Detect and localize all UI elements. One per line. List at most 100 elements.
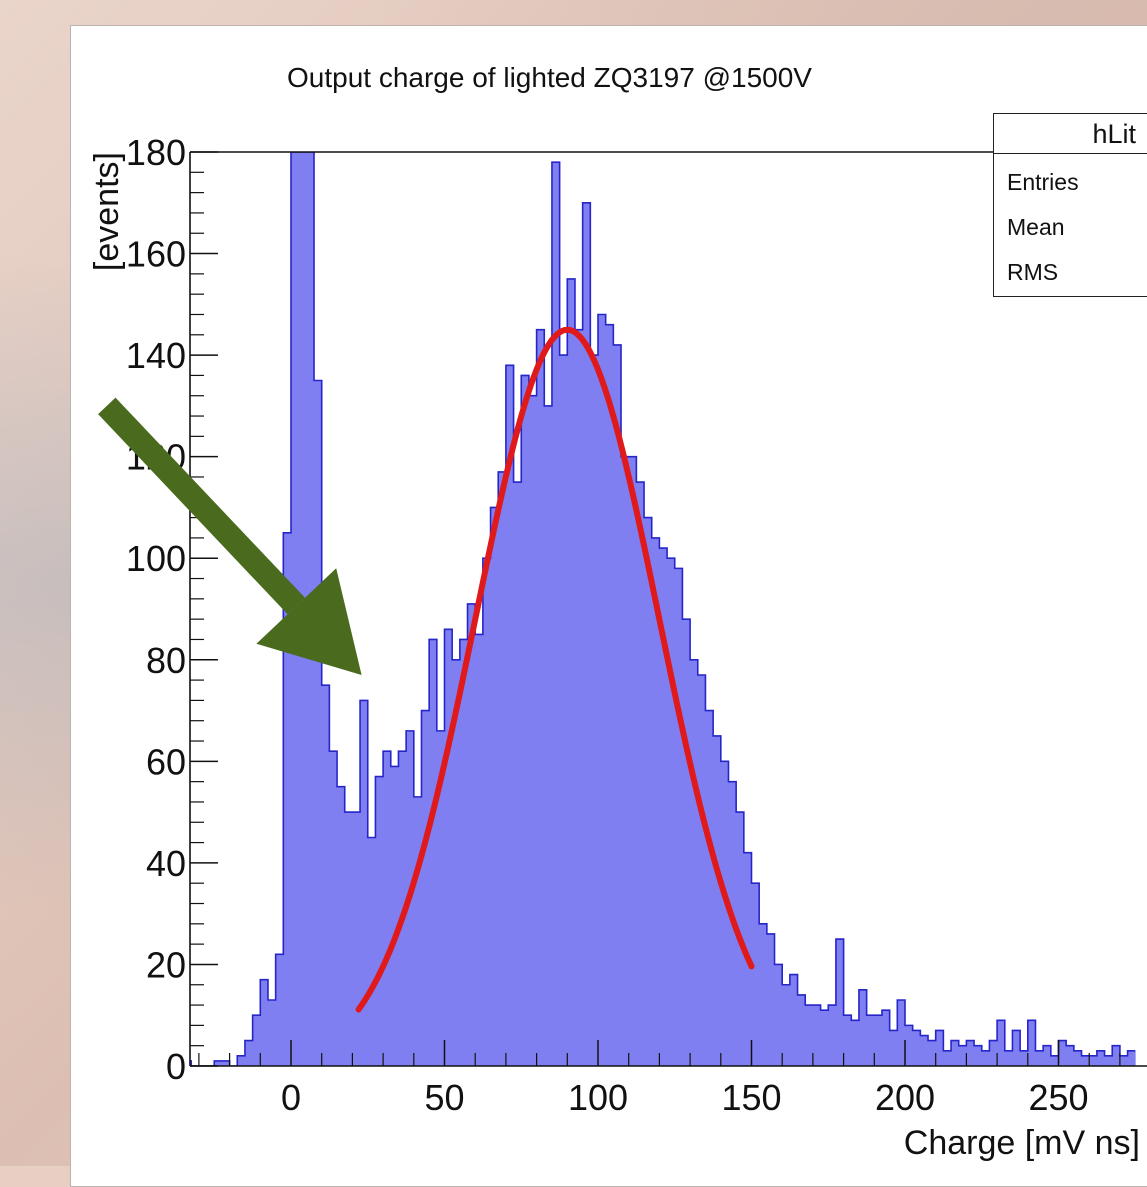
histogram-bin [337,786,346,1066]
histogram-bin [214,1060,223,1066]
histogram-bin [244,1040,254,1066]
histogram-bin [912,1030,921,1066]
histogram-bin [943,1050,952,1066]
x-axis-label: Charge [mV ns] [904,1124,1140,1162]
stats-row-rms: RMS [1007,259,1059,285]
histogram-bin [1004,1050,1013,1066]
histogram-bin [1119,1055,1128,1066]
histogram-bin [667,558,676,1066]
histogram-bin [897,999,906,1066]
y-tick-label: 100 [126,538,186,579]
histogram-bin [659,548,668,1066]
histogram-bin [713,735,722,1066]
histogram-bin [928,1040,937,1066]
histogram-bin [705,710,714,1066]
histogram-bin [1050,1055,1059,1066]
stats-row-mean: Mean [1007,214,1065,240]
histogram-bin [797,994,806,1066]
x-tick-label: 0 [281,1077,301,1118]
histogram-bin [820,1010,829,1066]
histogram-bin [636,482,645,1066]
histogram-bin [690,659,699,1066]
plot-axes: 020406080100120140160180050100150200250C… [88,132,1147,1162]
y-tick-label: 40 [146,843,186,884]
histogram-bin [352,812,361,1066]
histogram-bin [505,365,514,1066]
histogram-bin [260,979,269,1066]
histogram-bin [267,999,277,1066]
histogram-bin [528,395,537,1066]
histogram-bin [751,883,760,1066]
y-tick-label: 80 [146,640,186,681]
x-tick-label: 200 [875,1077,935,1118]
histogram-bin [482,558,491,1066]
y-tick-label: 0 [166,1046,186,1087]
histogram-bin [1058,1040,1067,1066]
histogram-bin [828,1005,837,1066]
histogram-bin [283,532,292,1066]
histogram-bin [720,761,729,1066]
histogram-bin [1012,1030,1021,1066]
histogram-bin [951,1040,960,1066]
histogram-bin [789,974,798,1066]
histogram-bin [920,1035,929,1066]
histogram-bin [221,1060,230,1066]
y-tick-label: 20 [146,944,186,985]
histogram-bin [467,603,476,1066]
histogram-bin [997,1020,1006,1066]
histogram-bin [674,568,683,1066]
y-tick-label: 60 [146,741,186,782]
histogram-bin [1020,1050,1029,1066]
histogram-bin [651,537,660,1066]
y-axis-label: [events] [88,152,126,271]
histogram-bin [697,675,706,1066]
stats-row-entries: Entries [1007,169,1079,195]
stats-box-name: hLit [994,114,1147,154]
histogram-bin [329,751,338,1066]
y-tick-label: 160 [126,234,186,275]
x-tick-label: 250 [1028,1077,1088,1118]
histogram-bin [383,751,392,1066]
histogram-bin [835,939,844,1066]
histogram-bin [974,1045,983,1066]
histogram-bin [459,639,468,1066]
histogram-bin [851,1020,860,1066]
histogram-bin [513,482,522,1066]
histogram-bin [413,796,422,1066]
histogram-bin [1096,1050,1105,1066]
histogram-bin [958,1045,967,1066]
histogram-bin [490,507,499,1066]
histogram-bin [858,989,868,1066]
histogram-bin [429,639,438,1066]
histogram-bin [1089,1055,1098,1066]
histogram-bin [605,324,614,1066]
histogram-bin [314,380,323,1066]
histogram-bin [551,162,561,1066]
y-tick-label: 180 [126,132,186,173]
histogram-bin [628,456,637,1066]
histogram-outline [190,152,1136,1066]
histogram-bin [444,629,453,1066]
histogram-bin [766,933,775,1066]
histogram-bin [544,405,553,1066]
x-tick-label: 50 [424,1077,464,1118]
y-tick-label: 140 [126,335,186,376]
histogram-bin [613,344,622,1066]
histogram-bin [536,329,545,1066]
histogram-bin [582,202,591,1066]
histogram-bin [321,685,330,1066]
histogram-bin [252,1015,261,1066]
histogram-bin [1043,1045,1052,1066]
gaussian-fit-curve [355,326,755,1013]
histogram-bin [375,776,384,1066]
histogram-bin [1104,1055,1113,1066]
histogram-bin [559,355,568,1066]
histogram-bin [590,355,599,1066]
histogram-bin [805,1005,814,1066]
histogram-bin [237,1055,246,1066]
histogram-bin [1081,1055,1090,1066]
chart-title: Output charge of lighted ZQ3197 @1500V [287,62,812,93]
histogram-bin [843,1015,852,1066]
histogram-bin [682,619,691,1066]
arrow-shaft [98,397,306,615]
